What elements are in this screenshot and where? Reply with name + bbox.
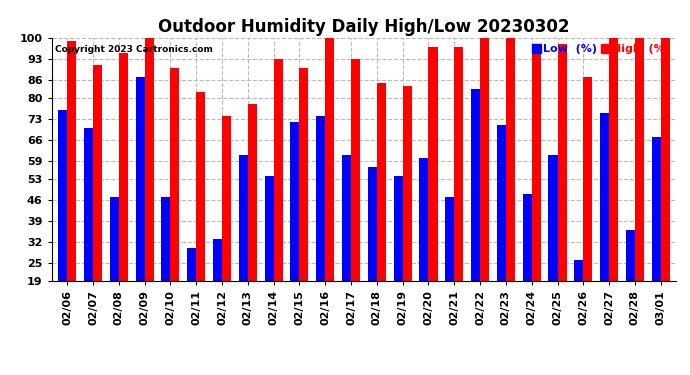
Bar	[290, 122, 299, 281]
Legend: Low  (%), High  (%): Low (%), High (%)	[531, 43, 671, 55]
Bar	[342, 155, 351, 281]
Bar	[93, 64, 102, 281]
Text: Copyright 2023 Cartronics.com: Copyright 2023 Cartronics.com	[55, 45, 213, 54]
Bar	[239, 155, 248, 281]
Bar	[471, 88, 480, 281]
Bar	[187, 248, 196, 281]
Bar	[351, 58, 360, 281]
Bar	[651, 137, 661, 281]
Bar	[145, 38, 154, 281]
Bar	[213, 239, 222, 281]
Bar	[480, 38, 489, 281]
Bar	[583, 76, 592, 281]
Bar	[635, 38, 644, 281]
Bar	[377, 82, 386, 281]
Bar	[403, 86, 412, 281]
Bar	[110, 197, 119, 281]
Bar	[196, 92, 206, 281]
Bar	[626, 230, 635, 281]
Bar	[506, 38, 515, 281]
Bar	[497, 125, 506, 281]
Bar	[325, 38, 334, 281]
Bar	[170, 68, 179, 281]
Bar	[368, 167, 377, 281]
Bar	[84, 128, 93, 281]
Bar	[316, 116, 325, 281]
Bar	[420, 158, 428, 281]
Bar	[67, 40, 77, 281]
Bar	[609, 38, 618, 281]
Bar	[532, 53, 541, 281]
Bar	[428, 46, 437, 281]
Bar	[222, 116, 231, 281]
Bar	[265, 176, 274, 281]
Bar	[445, 197, 454, 281]
Bar	[394, 176, 403, 281]
Bar	[522, 194, 532, 281]
Bar	[299, 68, 308, 281]
Bar	[161, 197, 170, 281]
Bar	[248, 104, 257, 281]
Bar	[58, 110, 67, 281]
Bar	[574, 260, 583, 281]
Bar	[600, 113, 609, 281]
Bar	[274, 58, 283, 281]
Bar	[119, 53, 128, 281]
Bar	[549, 155, 558, 281]
Bar	[558, 44, 566, 281]
Bar	[661, 38, 670, 281]
Bar	[454, 46, 463, 281]
Title: Outdoor Humidity Daily High/Low 20230302: Outdoor Humidity Daily High/Low 20230302	[158, 18, 570, 36]
Bar	[136, 76, 145, 281]
